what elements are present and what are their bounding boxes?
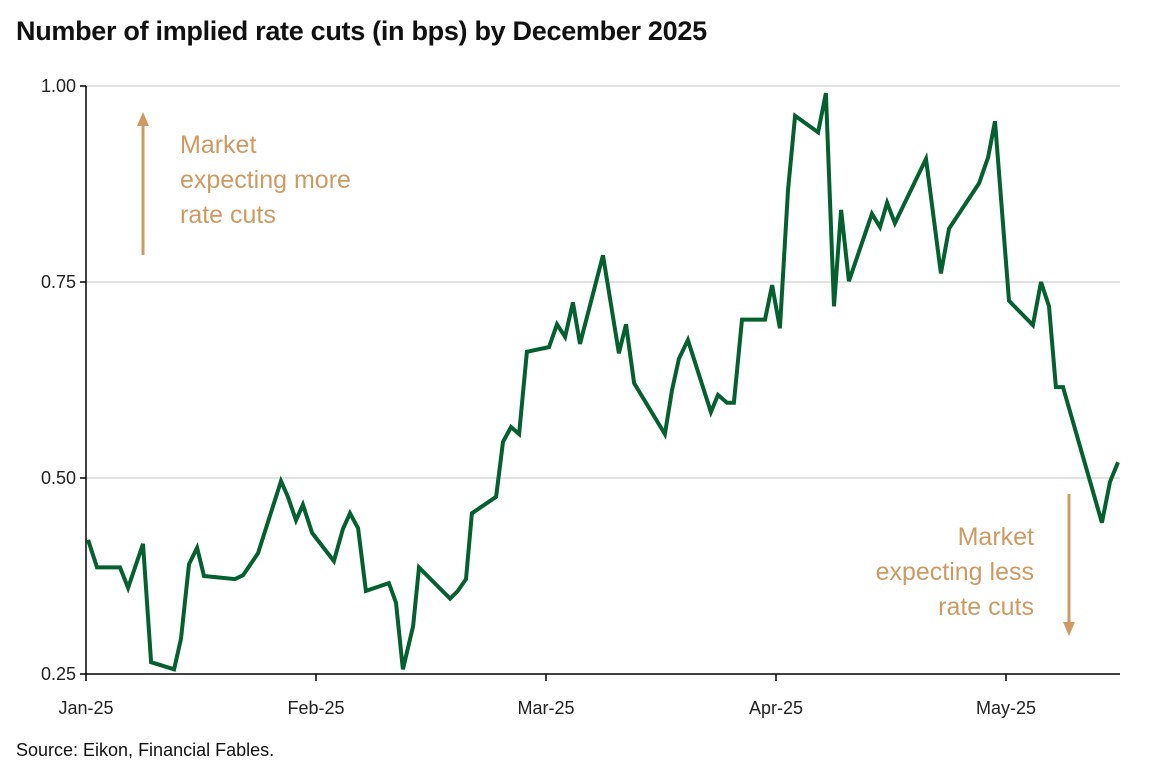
annotation-down-text: Market — [958, 523, 1034, 551]
x-tick-labels: Jan-25 Feb-25 Mar-25 Apr-25 May-25 — [58, 698, 1036, 718]
y-tick-label: 0.50 — [41, 468, 76, 488]
series — [86, 92, 1120, 672]
x-tick-label: May-25 — [976, 698, 1036, 718]
chart-title: Number of implied rate cuts (in bps) by … — [16, 16, 707, 46]
arrow-up-icon — [137, 112, 149, 126]
annotation-up-text: expecting more — [180, 166, 351, 194]
annotation-down-text: expecting less — [876, 558, 1034, 586]
arrow-down-icon — [1063, 622, 1075, 636]
x-tick-label: Mar-25 — [517, 698, 574, 718]
annotation-down-text: rate cuts — [938, 593, 1034, 621]
annotation-up-text: Market — [180, 131, 256, 159]
annotation-up-text: rate cuts — [180, 201, 276, 229]
y-tick-label: 0.25 — [41, 664, 76, 684]
x-tick-label: Jan-25 — [58, 698, 113, 718]
y-tick-labels: 0.25 0.50 0.75 1.00 — [41, 76, 76, 684]
axes — [80, 85, 1120, 681]
source-note: Source: Eikon, Financial Fables. — [16, 740, 275, 760]
y-tick-label: 1.00 — [41, 76, 76, 96]
annotations: Market expecting more rate cuts Market expec… — [137, 112, 1075, 636]
y-tick-label: 0.75 — [41, 272, 76, 292]
gridlines — [86, 85, 1120, 479]
x-tick-label: Feb-25 — [287, 698, 344, 718]
x-tick-label: Apr-25 — [749, 698, 803, 718]
